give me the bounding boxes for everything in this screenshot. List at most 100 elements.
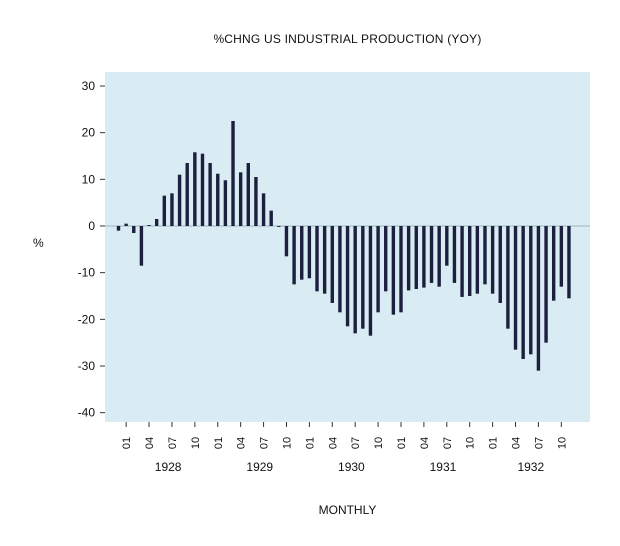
bar-1932-05	[521, 226, 525, 359]
bar-1928-02	[132, 226, 136, 233]
bar-1932-02	[498, 226, 502, 303]
bar-1932-07	[536, 226, 541, 371]
x-tick-label: 10	[556, 437, 568, 449]
bar-1932-10	[559, 226, 564, 287]
bar-1928-05	[154, 219, 159, 226]
x-tick-label: 04	[419, 437, 431, 449]
bar-1929-09	[277, 226, 281, 227]
y-tick-label: 30	[82, 79, 96, 93]
bar-1931-05	[429, 226, 434, 283]
bar-1929-01	[216, 173, 220, 226]
year-label: 1930	[338, 460, 365, 474]
x-tick-label: 10	[465, 437, 477, 449]
bar-1930-07	[353, 226, 357, 334]
y-axis: 30 20 10 0 -10 -20 -30 -40	[78, 79, 105, 420]
y-tick-label: 10	[82, 172, 96, 186]
bar-1930-11	[384, 226, 388, 292]
bar-1929-02	[223, 180, 228, 226]
bar-1930-06	[345, 226, 350, 327]
bar-1930-02	[315, 226, 319, 292]
x-tick-label: 10	[373, 437, 385, 449]
x-tick-label: 10	[190, 437, 202, 449]
bar-1930-09	[368, 226, 373, 336]
bar-1929-08	[269, 210, 273, 226]
bar-1928-11	[200, 153, 205, 226]
bar-1928-04	[147, 225, 151, 226]
bar-1932-08	[544, 226, 548, 343]
bar-1929-07	[261, 193, 266, 226]
bar-1930-08	[361, 226, 365, 329]
x-tick-label: 07	[167, 437, 179, 449]
bar-1930-10	[376, 226, 380, 313]
bar-1930-01	[307, 226, 312, 279]
bar-1932-09	[551, 226, 556, 301]
x-tick-label: 07	[350, 437, 362, 449]
x-tick-label: 01	[121, 437, 133, 449]
bar-1932-11	[567, 226, 571, 299]
bar-1928-12	[208, 163, 212, 226]
x-tick-label: 07	[442, 437, 454, 449]
bar-1932-03	[506, 226, 510, 329]
bar-1932-06	[529, 226, 533, 355]
bar-1930-12	[391, 226, 396, 315]
bar-1928-09	[185, 163, 189, 226]
year-label: 1931	[430, 460, 457, 474]
bar-1928-06	[162, 195, 167, 226]
bar-1929-05	[246, 163, 250, 226]
bar-1931-07	[445, 226, 449, 266]
x-tick-label: 04	[511, 437, 523, 449]
bar-1928-03	[139, 226, 144, 266]
bar-1930-03	[322, 226, 327, 294]
bar-1931-11	[475, 226, 480, 294]
bar-1928-08	[177, 174, 182, 226]
bar-1929-04	[238, 172, 243, 226]
bar-1931-02	[406, 226, 411, 291]
bar-1928-07	[170, 193, 174, 226]
bar-1931-12	[483, 226, 487, 285]
bar-1928-01	[124, 223, 128, 226]
x-tick-label: 10	[281, 437, 293, 449]
bar-1929-11	[292, 226, 296, 285]
bar-1931-03	[414, 226, 418, 289]
bar-1931-01	[399, 226, 403, 313]
y-tick-label: -20	[78, 312, 96, 326]
x-tick-label: 04	[144, 437, 156, 449]
y-tick-label: -30	[78, 359, 96, 373]
bar-1929-12	[300, 226, 304, 280]
bar-1929-03	[231, 121, 235, 226]
bar-1930-04	[330, 226, 334, 303]
y-tick-label: 20	[82, 126, 96, 140]
bar-1928-10	[193, 152, 197, 226]
x-tick-label: 01	[396, 437, 408, 449]
x-tick-label: 01	[213, 437, 225, 449]
y-tick-label: 0	[88, 219, 95, 233]
x-tick-label: 07	[533, 437, 545, 449]
bar-1931-06	[437, 226, 441, 287]
bars-group	[116, 121, 571, 371]
bar-1931-10	[468, 226, 472, 296]
x-tick-label: 01	[488, 437, 500, 449]
bar-1931-08	[452, 226, 457, 283]
y-axis-label: %	[33, 236, 44, 250]
year-label: 1929	[246, 460, 273, 474]
chart-title: %CHNG US INDUSTRIAL PRODUCTION (YOY)	[213, 32, 482, 46]
x-tick-label: 04	[327, 437, 339, 449]
bar-1929-10	[284, 226, 289, 257]
x-tick-label: 07	[259, 437, 271, 449]
bar-1931-04	[422, 226, 426, 288]
bar-1929-06	[254, 177, 258, 226]
y-tick-label: -10	[78, 266, 96, 280]
bar-1930-05	[338, 226, 342, 313]
bar-1927-12	[116, 226, 121, 231]
bar-1931-09	[460, 226, 464, 297]
year-label: 1932	[517, 460, 544, 474]
x-tick-label: 01	[304, 437, 316, 449]
x-axis: 01 04 07 10 01 04 07 10 01 04 07 10 01 04 07 10 01 04 07 10…	[121, 422, 568, 474]
y-tick-label: -40	[78, 406, 96, 420]
bar-1932-04	[513, 226, 518, 350]
year-label: 1928	[155, 460, 182, 474]
x-axis-label: MONTHLY	[318, 503, 377, 517]
x-tick-label: 04	[236, 437, 248, 449]
bar-1932-01	[490, 226, 495, 294]
